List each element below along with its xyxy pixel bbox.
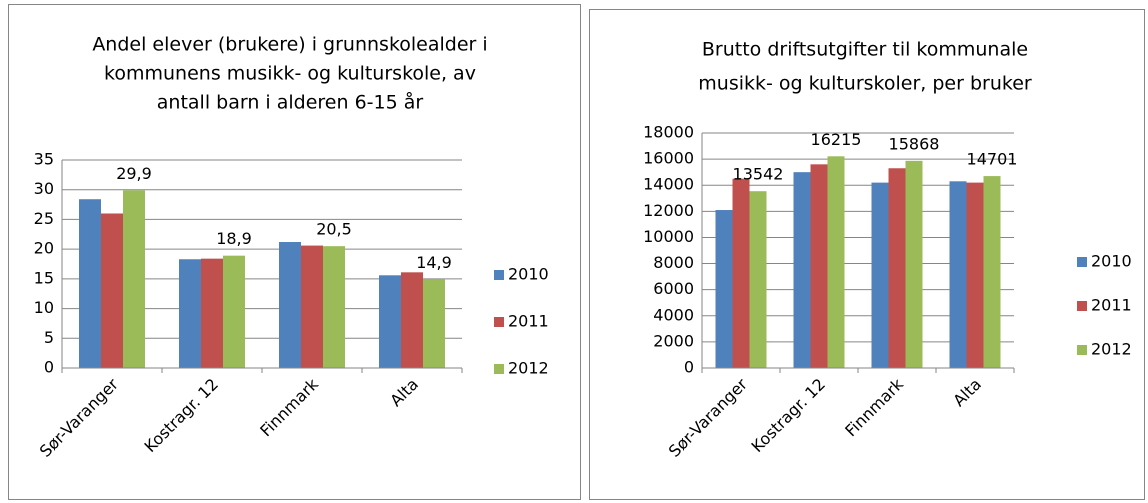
- bar: [888, 168, 906, 368]
- bar: [749, 191, 767, 368]
- bar: [715, 210, 733, 368]
- y-tick-label: 10000: [643, 227, 694, 246]
- y-tick-label: 30: [34, 179, 54, 198]
- y-tick-label: 8000: [653, 253, 694, 272]
- bar: [201, 258, 223, 368]
- bar: [966, 182, 984, 368]
- data-label: 29,9: [116, 164, 152, 183]
- legend-swatch: [1077, 257, 1087, 267]
- bar: [871, 182, 889, 368]
- bar: [379, 275, 401, 368]
- bar: [179, 259, 201, 368]
- bar: [223, 255, 245, 368]
- y-tick-label: 12000: [643, 201, 694, 220]
- bar: [123, 190, 145, 368]
- data-label: 20,5: [316, 220, 352, 239]
- chart-title: antall barn i alderen 6-15 år: [157, 91, 424, 114]
- y-tick-label: 20: [34, 239, 54, 258]
- bar: [423, 279, 445, 368]
- data-label: 15868: [889, 134, 940, 153]
- chart-title: musikk- og kulturskoler, per bruker: [698, 73, 1032, 95]
- bar: [810, 164, 828, 368]
- data-label: 14,9: [416, 253, 452, 272]
- y-tick-label: 0: [44, 358, 54, 377]
- y-tick-label: 16000: [643, 149, 694, 168]
- bar: [279, 242, 301, 368]
- legend-swatch: [494, 270, 504, 280]
- y-tick-label: 0: [684, 358, 694, 377]
- y-tick-label: 14000: [643, 175, 694, 194]
- y-tick-label: 25: [34, 209, 54, 228]
- legend-label: 2012: [508, 359, 549, 378]
- y-tick-label: 5: [44, 328, 54, 347]
- bar: [79, 199, 101, 368]
- bar: [323, 246, 345, 368]
- y-tick-label: 6000: [653, 279, 694, 298]
- y-tick-label: 15: [34, 268, 54, 287]
- y-tick-label: 2000: [653, 331, 694, 350]
- bar: [101, 213, 123, 368]
- legend-swatch: [1077, 345, 1087, 355]
- bar: [905, 160, 923, 368]
- bar: [793, 172, 811, 368]
- data-label: 16215: [811, 130, 862, 149]
- legend-swatch: [494, 364, 504, 374]
- data-label: 18,9: [216, 229, 252, 248]
- y-tick-label: 18000: [643, 123, 694, 142]
- chart-title: Brutto driftsutgifter til kommunale: [702, 39, 1028, 61]
- chart-title: Andel elever (brukere) i grunnskolealder…: [92, 34, 487, 56]
- legend-label: 2011: [1091, 296, 1132, 315]
- chart-title: kommunens musikk- og kulturskole, av: [104, 63, 476, 85]
- bar: [983, 176, 1001, 368]
- bar: [301, 245, 323, 368]
- bar: [732, 178, 750, 368]
- data-label: 13542: [733, 165, 784, 184]
- legend-swatch: [494, 317, 504, 327]
- legend-swatch: [1077, 301, 1087, 311]
- bar: [827, 156, 845, 368]
- legend-label: 2010: [1091, 252, 1132, 271]
- y-tick-label: 10: [34, 298, 54, 317]
- data-label: 14701: [967, 150, 1018, 169]
- legend-label: 2011: [508, 312, 549, 331]
- chart-frame: [589, 9, 1145, 500]
- legend-label: 2010: [508, 265, 549, 284]
- legend-label: 2012: [1091, 340, 1132, 359]
- y-tick-label: 35: [34, 150, 54, 169]
- bar: [401, 272, 423, 368]
- y-tick-label: 4000: [653, 305, 694, 324]
- bar: [949, 181, 967, 368]
